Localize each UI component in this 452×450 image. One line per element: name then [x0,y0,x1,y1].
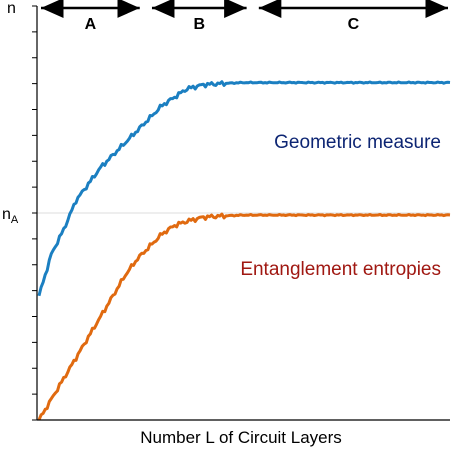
y-tick-label-n: n [7,0,16,17]
region-label-c: C [348,16,360,33]
region-label-b: B [194,16,206,33]
series-line-entanglement-entropies [37,212,451,421]
x-axis-label: Number L of Circuit Layers [140,428,342,447]
series-label-entanglement-entropies: Entanglement entropies [240,259,441,280]
y-tick-label-nA: nA [2,206,19,226]
region-label-a: A [85,16,97,33]
series-line-geometric-measure [37,80,451,297]
y-axis-ticks [32,5,37,421]
series-label-geometric-measure: Geometric measure [274,132,441,153]
region-arrows: A B C [41,0,448,33]
